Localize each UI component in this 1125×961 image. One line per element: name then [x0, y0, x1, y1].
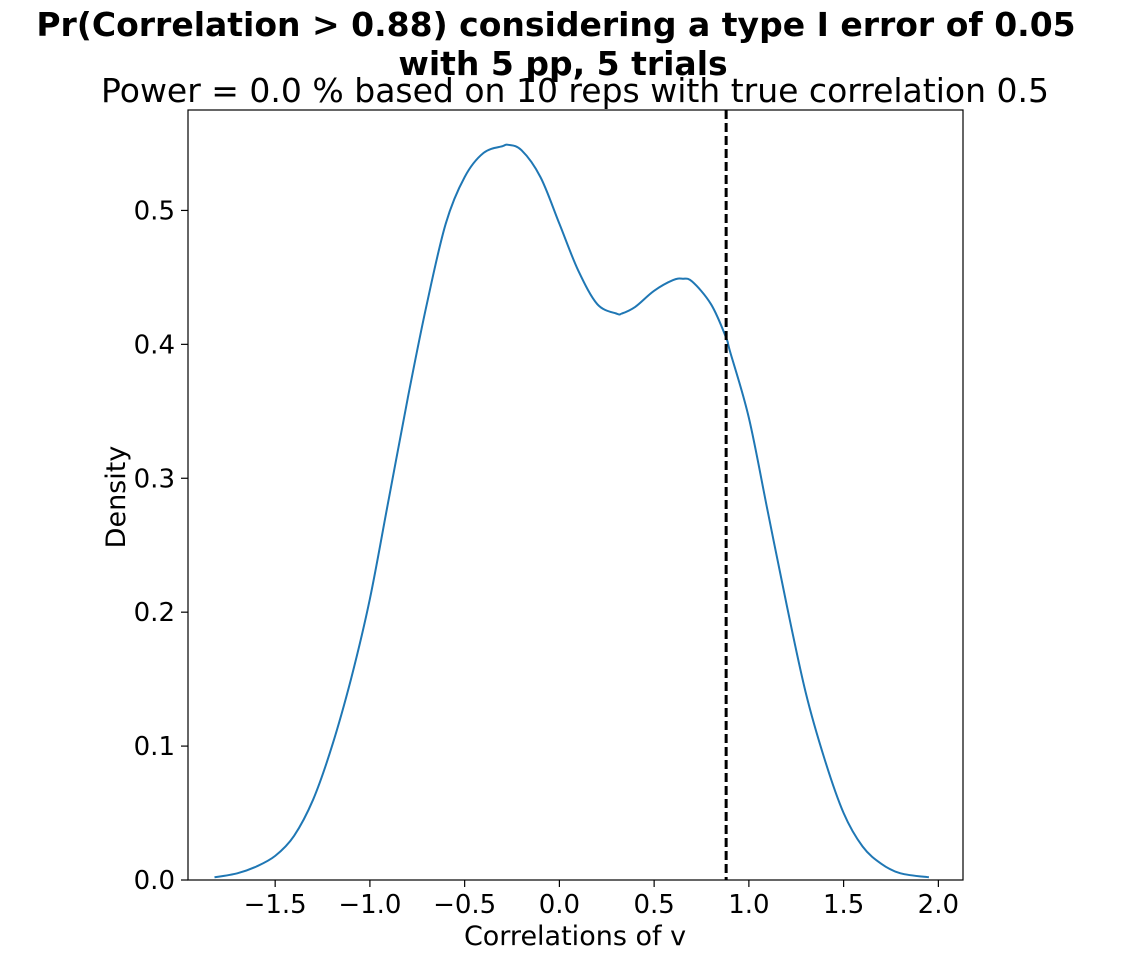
x-tick-label: −0.5 — [433, 890, 496, 920]
chart-title-line-1: Pr(Correlation > 0.88) considering a typ… — [36, 5, 1075, 44]
y-axis-label: Density — [101, 446, 132, 549]
x-tick-label: 1.0 — [728, 890, 769, 920]
x-tick-label: 0.0 — [539, 890, 580, 920]
x-axis-label: Correlations of v — [464, 921, 686, 952]
y-tick-label: 0.5 — [134, 196, 175, 226]
plot-area-frame — [187, 109, 964, 881]
y-axis: 0.0 0.1 0.2 0.3 0.4 0.5 — [134, 196, 188, 896]
x-tick-label: 1.5 — [823, 890, 864, 920]
x-tick-label: 2.0 — [918, 890, 959, 920]
x-axis: −1.5 −1.0 −0.5 0.0 0.5 1.0 1.5 2.0 — [244, 880, 959, 920]
y-tick-label: 0.1 — [134, 732, 175, 762]
y-tick-label: 0.4 — [134, 330, 175, 360]
x-tick-label: −1.0 — [338, 890, 401, 920]
y-tick-label: 0.3 — [134, 464, 175, 494]
density-series-line — [214, 143, 930, 879]
x-tick-label: −1.5 — [244, 890, 307, 920]
y-tick-label: 0.2 — [134, 598, 175, 628]
chart-title-line-2: with 5 pp, 5 trials — [398, 44, 727, 83]
chart-subtitle: Power = 0.0 % based on 10 reps with true… — [101, 71, 1049, 110]
y-tick-label: 0.0 — [134, 866, 175, 896]
x-tick-label: 0.5 — [633, 890, 674, 920]
